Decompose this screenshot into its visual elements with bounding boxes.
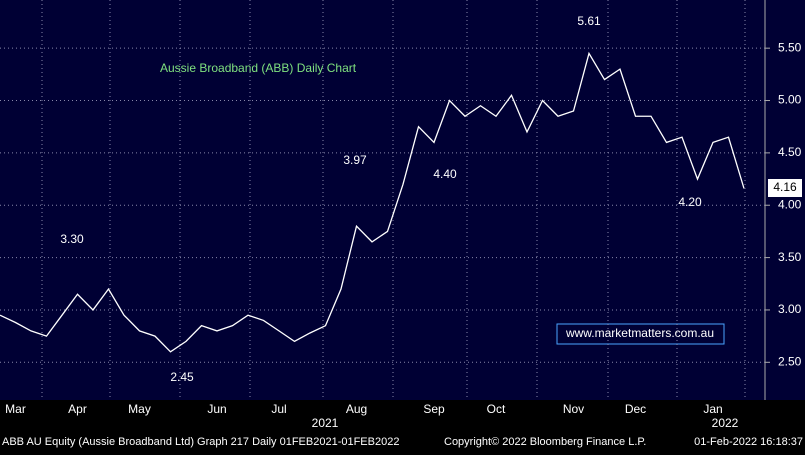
annotation: 4.20 [678,195,702,209]
x-tick-label: Oct [487,402,506,416]
y-tick-label: 4.00 [778,197,802,211]
annotation: 5.61 [577,14,601,28]
x-tick-label: Mar [5,402,26,416]
y-tick-label: 5.00 [778,93,802,107]
watermark-box [556,323,725,345]
x-tick-label: Jul [271,402,286,416]
x-tick-label: Sep [423,402,445,416]
footer: 01-Feb-2022 16:18:37 [694,436,803,448]
x-tick-label: Aug [346,402,367,416]
y-tick-label: 2.50 [778,354,802,368]
last-price: 4.16 [773,180,797,194]
x-tick-label: Jan [703,402,722,416]
x-tick-label: Dec [625,402,646,416]
y-tick-label: 3.50 [778,250,802,264]
y-tick-label: 4.50 [778,145,802,159]
footer: Copyright© 2022 Bloomberg Finance L.P. [444,436,646,448]
annotation: 4.40 [433,167,457,181]
annotation: 3.97 [343,153,367,167]
annotation: 2.45 [170,370,194,384]
footer: ABB AU Equity (Aussie Broadband Ltd) Gra… [2,436,399,448]
x-tick-label: May [128,402,151,416]
chart-title: Aussie Broadband (ABB) Daily Chart [160,61,357,75]
x-tick-label: Jun [207,402,226,416]
year-label: 2021 [312,416,339,430]
y-tick-label: 3.00 [778,302,802,316]
x-tick-label: Apr [68,402,87,416]
x-tick-label: Nov [563,402,584,416]
last-price-box [768,179,802,197]
y-tick-label: 5.50 [778,40,802,54]
axis-area [765,0,805,400]
price-line [0,51,745,353]
watermark: www.marketmatters.com.au [565,326,714,340]
annotation: 3.30 [60,232,84,246]
year-label: 2022 [712,416,739,430]
